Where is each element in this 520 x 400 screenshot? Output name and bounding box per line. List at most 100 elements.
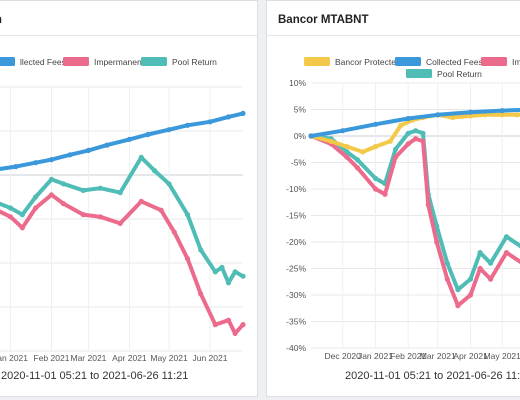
data-point	[19, 225, 25, 231]
data-point	[467, 113, 474, 119]
x-tick-label: Jan 2021	[0, 353, 28, 363]
y-tick-label: -20%	[286, 237, 306, 247]
data-point	[225, 280, 232, 286]
data-point	[405, 141, 411, 147]
x-tick-label: Apr 2021	[453, 351, 488, 361]
data-point	[13, 164, 19, 170]
data-point	[117, 190, 123, 196]
data-point	[477, 265, 483, 272]
data-point	[344, 149, 350, 155]
legend: Bancor Protected Collected Fees Im Pool Ret…	[304, 57, 520, 79]
legend-swatch	[304, 57, 330, 66]
legend-label: Pool Return	[172, 57, 217, 67]
data-point	[171, 229, 177, 235]
data-point	[344, 154, 350, 160]
legend-label: Pool Return	[437, 69, 482, 79]
chart-title: th	[0, 14, 2, 26]
data-point	[499, 108, 505, 114]
legend-swatch	[406, 69, 432, 78]
data-point	[372, 121, 379, 127]
chart-title: Bancor MTABNT	[278, 14, 369, 26]
y-tick-label: -5%	[291, 158, 307, 168]
data-point	[145, 131, 151, 138]
data-point	[360, 149, 366, 155]
data-point	[33, 205, 39, 211]
title-divider	[0, 35, 257, 36]
data-point	[166, 181, 172, 187]
chart-card-right: Bancor MTABNT 10% 5% 0% -5% -10% -15% -20% -25%…	[266, 0, 520, 397]
data-point	[392, 154, 399, 160]
data-point	[225, 114, 232, 120]
data-point	[240, 322, 246, 328]
data-point	[198, 291, 204, 297]
data-point	[444, 276, 450, 282]
y-tick-label: -10%	[286, 184, 306, 194]
data-point	[138, 154, 144, 160]
data-point	[503, 250, 510, 256]
data-point	[67, 152, 73, 158]
data-point	[503, 234, 510, 240]
data-point	[19, 212, 25, 218]
y-tick-label: -40%	[286, 343, 306, 353]
y-tick-label: 10%	[289, 78, 306, 88]
legend-label: Im	[512, 57, 520, 67]
data-point	[126, 136, 132, 142]
data-point	[420, 130, 426, 136]
legend-label: Bancor Protected	[335, 57, 401, 67]
data-point	[80, 187, 86, 193]
data-point	[184, 122, 191, 128]
series-line	[0, 192, 245, 336]
data-point	[232, 269, 238, 275]
data-point	[420, 138, 426, 144]
x-tick-label: Feb 2021	[34, 353, 70, 363]
data-point	[340, 128, 346, 134]
data-point	[455, 303, 461, 309]
data-point	[372, 175, 379, 181]
legend-swatch	[481, 57, 507, 66]
legend: llected Fees Impermanent Loss Pool Return	[0, 57, 217, 67]
x-tick-label: Dec 2020	[325, 351, 362, 361]
data-point	[488, 276, 494, 282]
data-point	[198, 247, 204, 253]
data-point	[158, 207, 164, 213]
y-tick-label: 5%	[294, 105, 307, 115]
x-tick-label: May 2021	[150, 353, 188, 363]
data-point	[33, 160, 39, 166]
legend-label: Collected Fees	[426, 57, 483, 67]
y-tick-label: -15%	[286, 211, 306, 221]
data-point	[467, 292, 474, 298]
series-line	[309, 108, 520, 138]
data-point	[97, 214, 103, 220]
title-divider	[267, 35, 520, 36]
data-point	[48, 157, 55, 163]
x-tick-label: Jan 2021	[358, 351, 393, 361]
data-point	[151, 168, 158, 174]
data-point	[207, 119, 213, 125]
data-point	[435, 112, 441, 118]
date-range-text: 2020-11-01 05:21 to 2021-06-26 11:21	[1, 370, 189, 382]
x-tick-label: Mar 2021	[70, 353, 106, 363]
data-point	[413, 136, 419, 142]
data-point	[48, 192, 55, 198]
data-point	[514, 112, 520, 118]
data-point	[225, 317, 232, 323]
x-tick-label: Apr 2021	[112, 353, 147, 363]
data-point	[398, 122, 404, 128]
data-point	[85, 147, 92, 153]
data-point	[212, 269, 218, 275]
data-point	[344, 144, 350, 150]
data-point	[413, 128, 419, 134]
data-point	[117, 220, 123, 226]
data-point	[425, 202, 431, 208]
data-point	[450, 114, 456, 121]
y-tick-label: 0%	[294, 131, 307, 141]
data-point	[219, 264, 225, 270]
y-tick-label: -35%	[286, 317, 306, 327]
data-point	[455, 287, 461, 293]
data-point	[387, 138, 393, 144]
x-tick-label: Feb 2021	[390, 351, 426, 361]
data-point	[444, 260, 450, 266]
data-point	[7, 214, 14, 220]
